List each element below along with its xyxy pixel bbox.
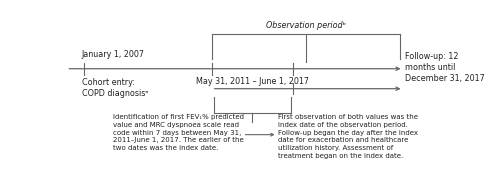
Text: Follow-up: 12
months until
December 31, 2017: Follow-up: 12 months until December 31, … — [406, 52, 485, 83]
Text: May 31, 2011 – June 1, 2017: May 31, 2011 – June 1, 2017 — [196, 77, 309, 86]
Text: Identification of first FEV₁% predicted
value and MRC dyspnoea scale read
code w: Identification of first FEV₁% predicted … — [113, 114, 244, 151]
Text: First observation of both values was the
index date of the observation period.
F: First observation of both values was the… — [278, 114, 418, 159]
Text: Observation periodᵇ: Observation periodᵇ — [266, 21, 345, 30]
Text: January 1, 2007: January 1, 2007 — [82, 50, 145, 59]
Text: Cohort entry:
COPD diagnosisᵃ: Cohort entry: COPD diagnosisᵃ — [82, 78, 148, 98]
